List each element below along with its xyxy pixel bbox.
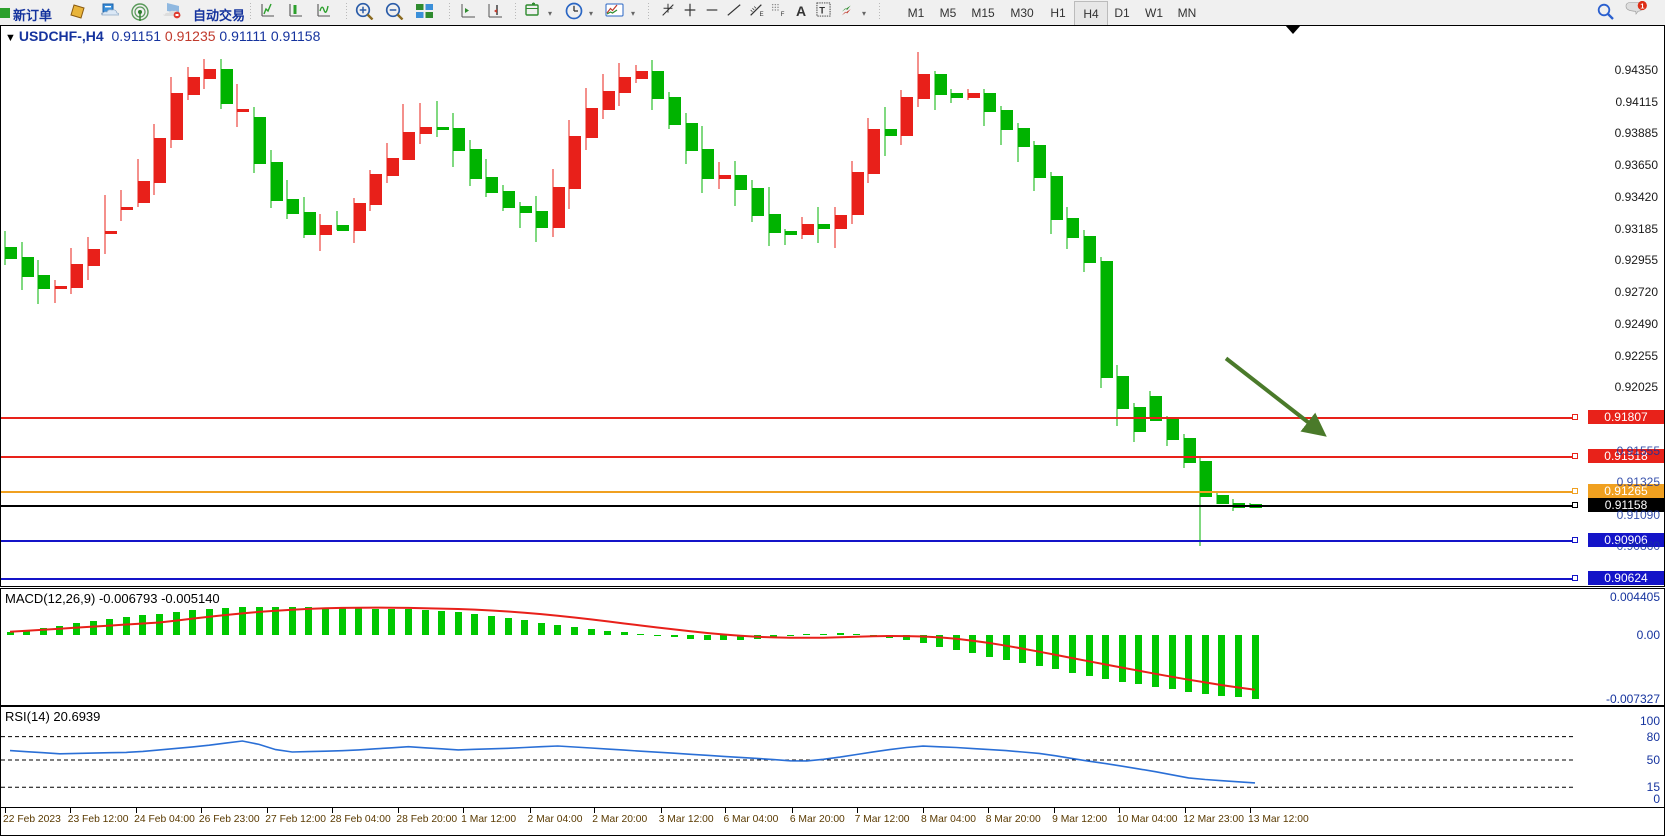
svg-text:T: T bbox=[819, 5, 825, 15]
svg-text:E: E bbox=[760, 11, 764, 18]
svg-text:F: F bbox=[781, 11, 785, 18]
svg-text:1: 1 bbox=[1640, 1, 1644, 10]
